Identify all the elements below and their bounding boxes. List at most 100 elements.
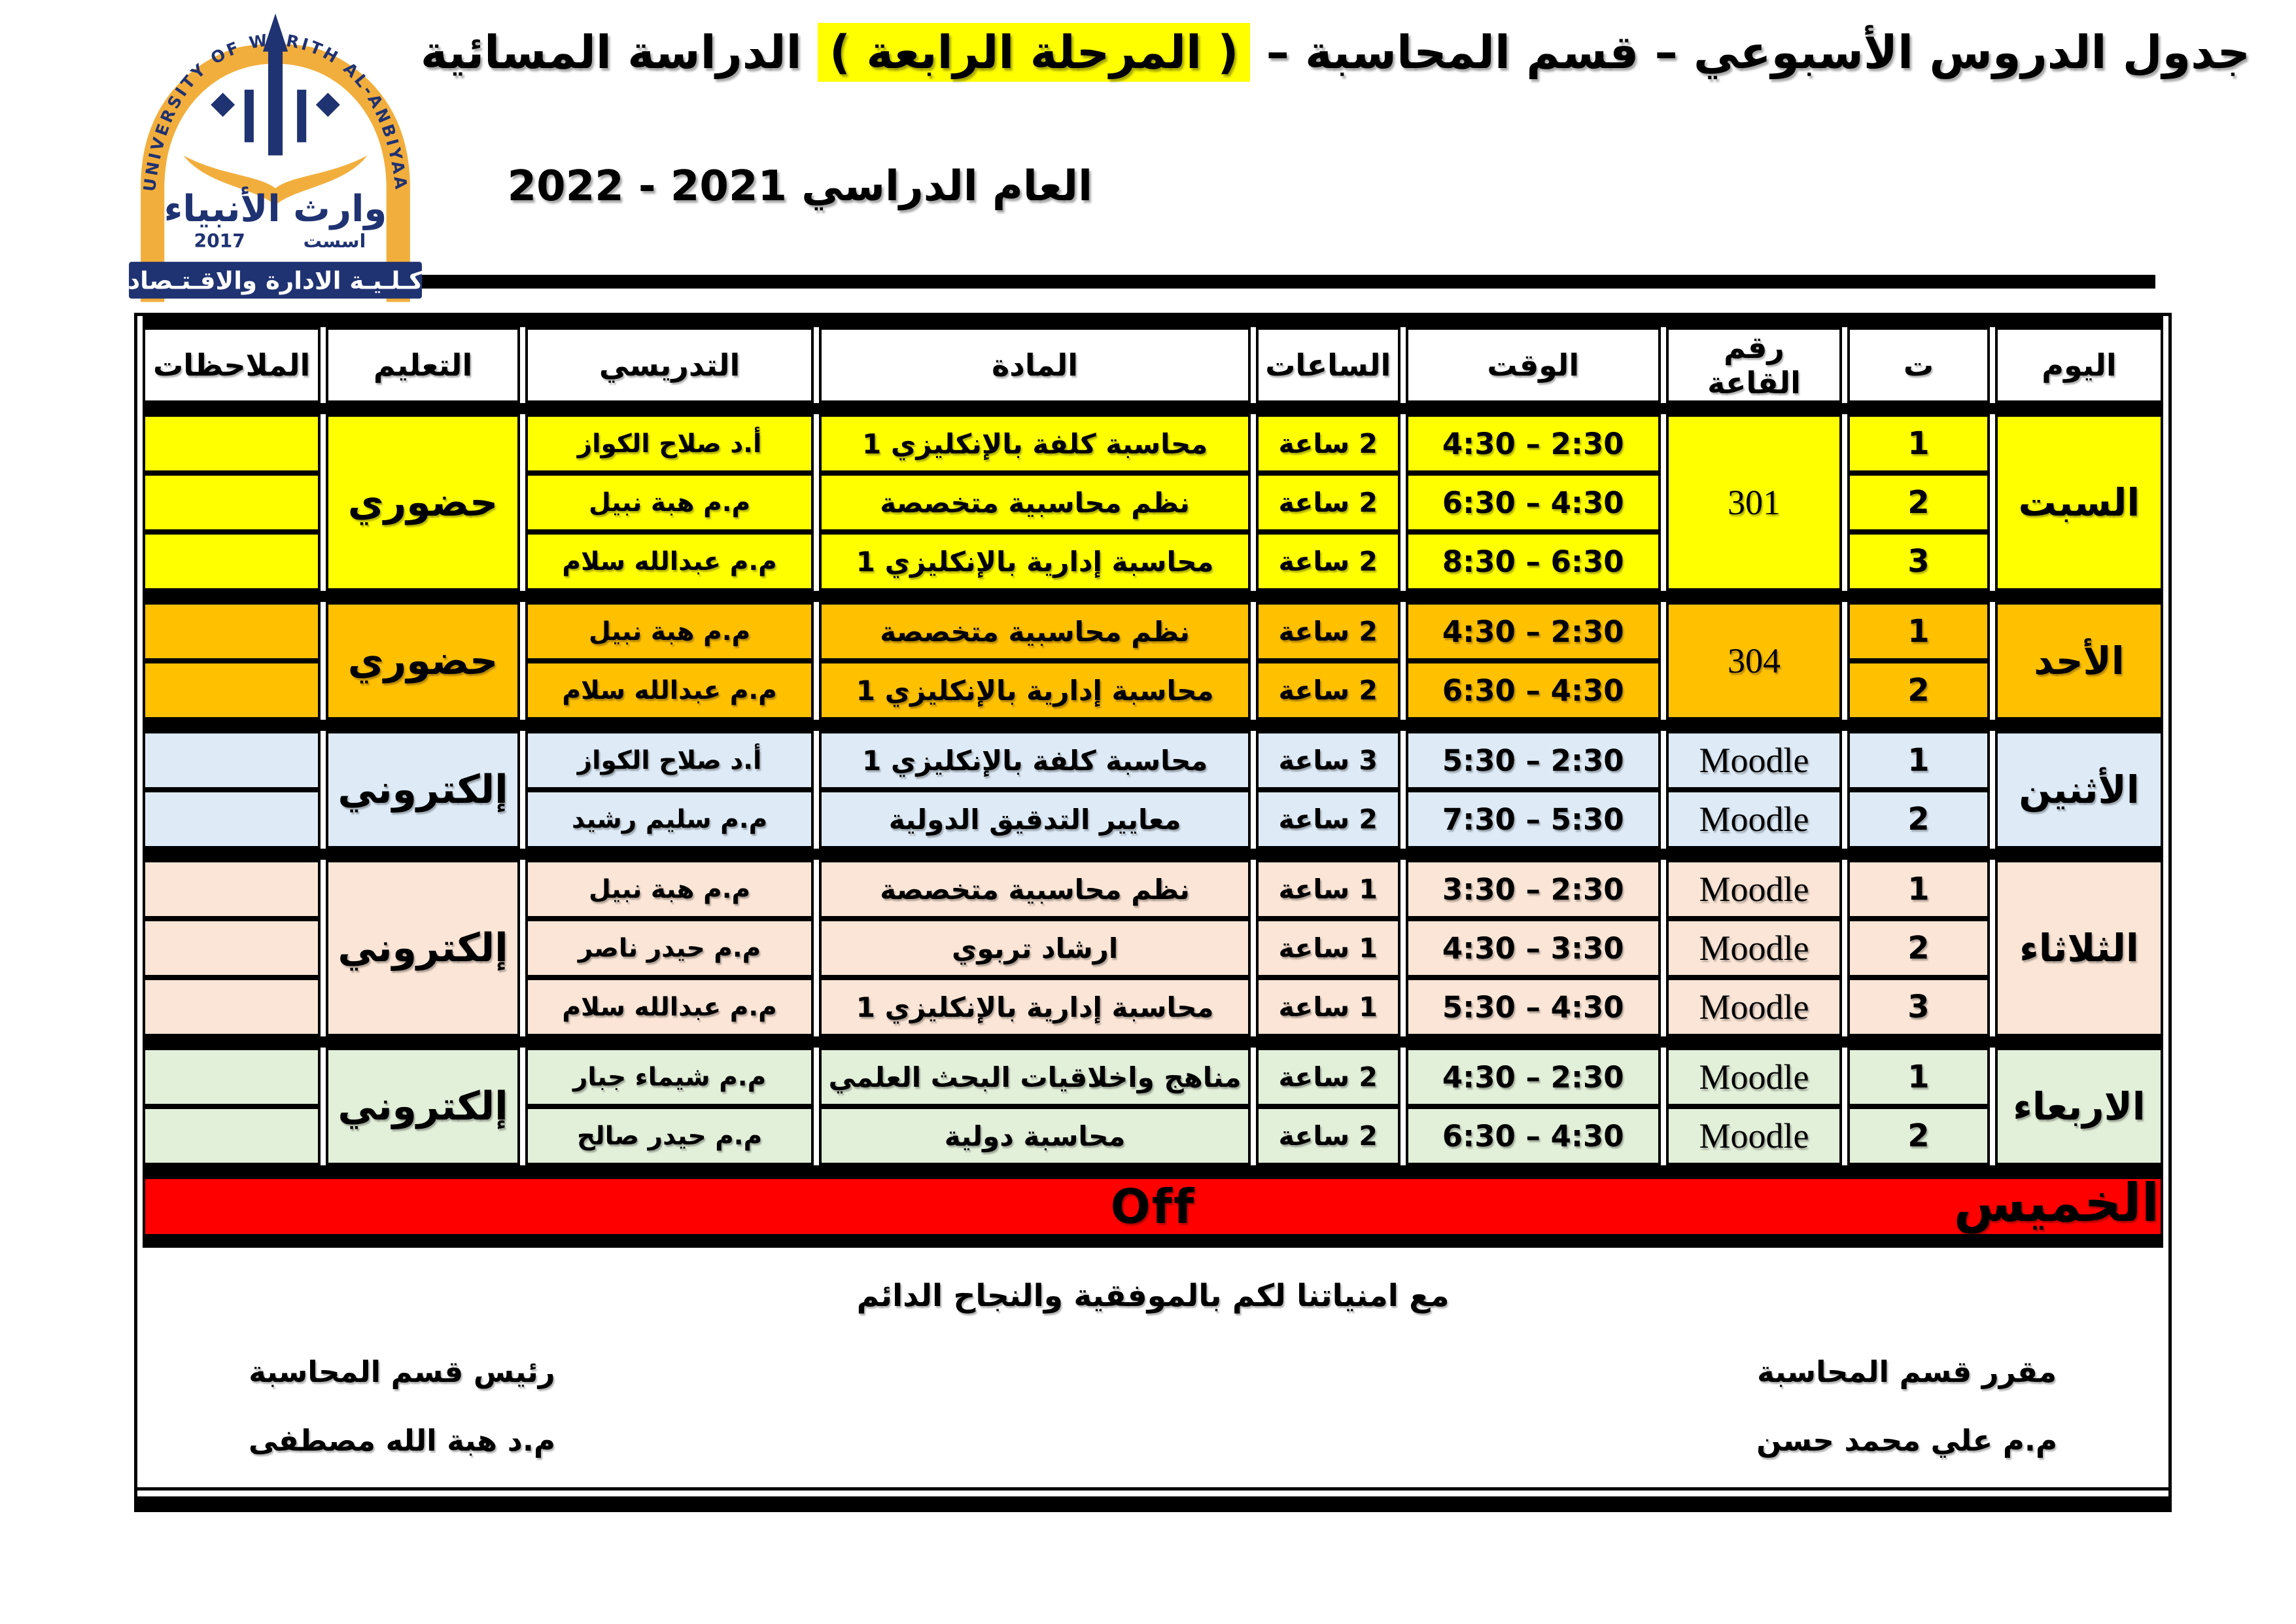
column-header-time: الوقت bbox=[1405, 327, 1661, 403]
table-row: 2 Moodle 6:30 – 4:30 2 ساعة محاسبة دولية… bbox=[143, 1106, 2163, 1165]
room-cell: Moodle bbox=[1665, 1048, 1843, 1106]
subject-cell: نظم محاسبية متخصصة bbox=[819, 473, 1251, 532]
mode-cell: حضوري bbox=[326, 602, 520, 720]
signatures: مقرر قسم المحاسبة م.م علي محمد حسن رئيس … bbox=[137, 1354, 2168, 1458]
table-row: الأثنين 1 Moodle 5:30 – 2:30 3 ساعة محاس… bbox=[143, 731, 2163, 849]
separator-band bbox=[143, 403, 2163, 414]
column-header-day: اليوم bbox=[1994, 327, 2163, 403]
table-row: 2 Moodle 7:30 – 5:30 2 ساعة معايير التدق… bbox=[143, 790, 2163, 849]
page-title-suffix: الدراسة المسائية bbox=[420, 26, 818, 79]
off-label: Off bbox=[1110, 1179, 1196, 1234]
day-block-tuesday: الثلاثاء 1 Moodle 3:30 – 2:30 1 ساعة نظم… bbox=[143, 860, 2163, 1036]
index-cell: 1 bbox=[1847, 731, 1990, 790]
index-cell: 1 bbox=[1847, 1048, 1990, 1106]
time-cell: 5:30 – 4:30 bbox=[1405, 978, 1661, 1036]
day-name-cell: الأحد bbox=[1994, 602, 2163, 720]
book-icon bbox=[183, 155, 368, 205]
footer-thin-separator bbox=[137, 1487, 2168, 1491]
index-cell: 3 bbox=[1847, 978, 1990, 1036]
index-cell: 2 bbox=[1847, 790, 1990, 849]
index-cell: 2 bbox=[1847, 919, 1990, 978]
index-cell: 1 bbox=[1847, 414, 1990, 473]
notes-cell bbox=[143, 860, 321, 919]
teacher-cell: م.م هبة نبيل bbox=[525, 602, 814, 661]
head-name: م.د هبة الله مصطفى bbox=[249, 1423, 555, 1458]
hours-cell: 3 ساعة bbox=[1255, 731, 1400, 790]
teacher-cell: م.م حيدر ناصر bbox=[525, 919, 814, 978]
stage-highlight: ( المرحلة الرابعة ) bbox=[817, 23, 1251, 82]
notes-cell bbox=[143, 978, 321, 1036]
pen-minaret-icon bbox=[262, 13, 288, 156]
column-header-index: ت bbox=[1847, 327, 1990, 403]
notes-cell bbox=[143, 602, 321, 661]
separator-band bbox=[143, 849, 2163, 860]
teacher-cell: أ.د صلاح الكواز bbox=[525, 731, 814, 790]
schedule-frame: اليوم ت رقم القاعة الوقت الساعات المادة … bbox=[134, 313, 2172, 1512]
teacher-cell: م.م عبدالله سلام bbox=[525, 661, 814, 720]
hours-cell: 2 ساعة bbox=[1255, 473, 1400, 532]
schedule-table: اليوم ت رقم القاعة الوقت الساعات المادة … bbox=[137, 316, 2168, 1248]
table-footer: مع امنياتنا لكم بالموفقية والنجاح الدائم… bbox=[137, 1248, 2168, 1512]
page-title-prefix: جدول الدروس الأسبوعي – قسم المحاسبة – bbox=[1250, 26, 2250, 79]
kufic-motif-icon bbox=[211, 90, 340, 143]
subject-cell: محاسبة إدارية بالإنكليزي 1 bbox=[819, 532, 1251, 591]
separator-band bbox=[143, 591, 2163, 602]
notes-cell bbox=[143, 790, 321, 849]
hours-cell: 2 ساعة bbox=[1255, 1106, 1400, 1165]
column-header-subject: المادة bbox=[819, 327, 1251, 403]
subject-cell: محاسبة إدارية بالإنكليزي 1 bbox=[819, 661, 1251, 720]
table-row: الثلاثاء 1 Moodle 3:30 – 2:30 1 ساعة نظم… bbox=[143, 860, 2163, 1036]
time-cell: 6:30 – 4:30 bbox=[1405, 1106, 1661, 1165]
college-banner-label: كـلـيـة الادارة والاقـتـصاد bbox=[128, 266, 423, 294]
coordinator-name: م.م علي محمد حسن bbox=[1756, 1423, 2057, 1458]
time-cell: 4:30 – 2:30 bbox=[1405, 602, 1661, 661]
room-cell: Moodle bbox=[1665, 860, 1843, 919]
column-header-notes: الملاحظات bbox=[143, 327, 321, 403]
subject-cell: محاسبة دولية bbox=[819, 1106, 1251, 1165]
subject-cell: محاسبة كلفة بالإنكليزي 1 bbox=[819, 731, 1251, 790]
separator-band bbox=[143, 316, 2163, 327]
day-name-cell: الاربعاء bbox=[1994, 1048, 2163, 1165]
teacher-cell: م.م هبة نبيل bbox=[525, 860, 814, 919]
room-cell: Moodle bbox=[1665, 1106, 1843, 1165]
hours-cell: 1 ساعة bbox=[1255, 860, 1400, 919]
notes-cell bbox=[143, 661, 321, 720]
room-cell: Moodle bbox=[1665, 790, 1843, 849]
top-band bbox=[143, 316, 2163, 327]
table-row: الاربعاء 1 Moodle 4:30 – 2:30 2 ساعة منا… bbox=[143, 1048, 2163, 1165]
column-header-room: رقم القاعة bbox=[1665, 327, 1843, 403]
established-year: 2017 bbox=[194, 230, 245, 252]
day-name-cell: الأثنين bbox=[1994, 731, 2163, 849]
table-header: اليوم ت رقم القاعة الوقت الساعات المادة … bbox=[143, 327, 2163, 403]
mode-cell: حضوري bbox=[326, 414, 520, 591]
time-cell: 6:30 – 4:30 bbox=[1405, 473, 1661, 532]
teacher-cell: أ.د صلاح الكواز bbox=[525, 414, 814, 473]
separator-band bbox=[143, 1036, 2163, 1048]
hours-cell: 2 ساعة bbox=[1255, 790, 1400, 849]
index-cell: 1 bbox=[1847, 860, 1990, 919]
hours-cell: 2 ساعة bbox=[1255, 602, 1400, 661]
notes-cell bbox=[143, 414, 321, 473]
mode-cell: إلكتروني bbox=[326, 731, 520, 849]
time-cell: 7:30 – 5:30 bbox=[1405, 790, 1661, 849]
subject-cell: معايير التدقيق الدولية bbox=[819, 790, 1251, 849]
index-cell: 2 bbox=[1847, 1106, 1990, 1165]
room-cell: Moodle bbox=[1665, 978, 1843, 1036]
time-cell: 4:30 – 2:30 bbox=[1405, 1048, 1661, 1106]
notes-cell bbox=[143, 919, 321, 978]
hours-cell: 2 ساعة bbox=[1255, 661, 1400, 720]
time-cell: 4:30 – 2:30 bbox=[1405, 414, 1661, 473]
subject-cell: محاسبة إدارية بالإنكليزي 1 bbox=[819, 978, 1251, 1036]
room-cell: Moodle bbox=[1665, 919, 1843, 978]
subject-cell: ارشاد تربوي bbox=[819, 919, 1251, 978]
day-block-saturday: السبت 1 301 4:30 – 2:30 2 ساعة محاسبة كل… bbox=[143, 414, 2163, 591]
index-cell: 2 bbox=[1847, 473, 1990, 532]
hours-cell: 1 ساعة bbox=[1255, 978, 1400, 1036]
coordinator-title: مقرر قسم المحاسبة bbox=[1757, 1354, 2057, 1389]
off-row: Off الخميس bbox=[143, 1176, 2163, 1237]
index-cell: 3 bbox=[1847, 532, 1990, 591]
table-row: 3 Moodle 5:30 – 4:30 1 ساعة محاسبة إداري… bbox=[143, 978, 2163, 1036]
notes-cell bbox=[143, 1106, 321, 1165]
head-title: رئيس قسم المحاسبة bbox=[249, 1354, 555, 1389]
